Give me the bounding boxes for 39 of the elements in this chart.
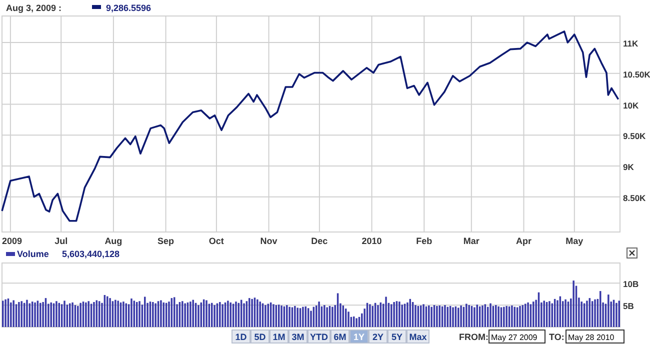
x-tick-label: 2009 (2, 236, 22, 246)
y-tick-label: 5B (623, 301, 634, 312)
y-tick-label: 9.50K (623, 131, 647, 142)
text: 9,286.5596 (106, 3, 152, 13)
text: TO: (549, 332, 564, 342)
text: 1M (272, 332, 286, 342)
text: 1D (235, 332, 248, 342)
text: 5D (254, 332, 266, 342)
y-tick-label: 8.50K (623, 192, 647, 203)
chart-title: Aug 3, 2009 : (6, 3, 62, 13)
text: FROM: (459, 332, 488, 342)
x-tick-label: Dec (311, 236, 328, 246)
text: 2Y (372, 332, 384, 342)
y-tick-label: 10B (623, 279, 639, 290)
text: YTD (310, 332, 328, 342)
text: 1Y (353, 332, 365, 342)
x-tick-label: Sep (158, 236, 175, 246)
x-tick-label: Oct (208, 236, 224, 246)
x-tick-label: Aug (104, 236, 122, 246)
text: 6M (334, 332, 346, 342)
text: 5,603,440,128 (62, 249, 120, 259)
x-tick-label: Feb (416, 236, 433, 246)
y-tick-label: 10.50K (623, 69, 650, 80)
x-tick-label: May (566, 236, 584, 246)
y-tick-label: 9K (623, 162, 635, 172)
x-tick-label: 2010 (362, 236, 382, 246)
x-tick-label: Mar (463, 236, 480, 246)
text: 3M (292, 332, 304, 342)
y-tick-label: 11K (623, 38, 639, 49)
line-series (1, 30, 620, 222)
x-tick-label: Nov (260, 236, 278, 246)
text: May 28 2010 (568, 333, 615, 342)
text: Max (409, 332, 427, 342)
y-tick-label: 10K (623, 100, 640, 110)
text: May 27 2009 (491, 333, 538, 342)
text: 5Y (391, 332, 403, 342)
legend-label: Volume (17, 249, 49, 259)
x-tick-label: Jul (54, 236, 68, 246)
x-tick-label: Apr (516, 236, 532, 246)
